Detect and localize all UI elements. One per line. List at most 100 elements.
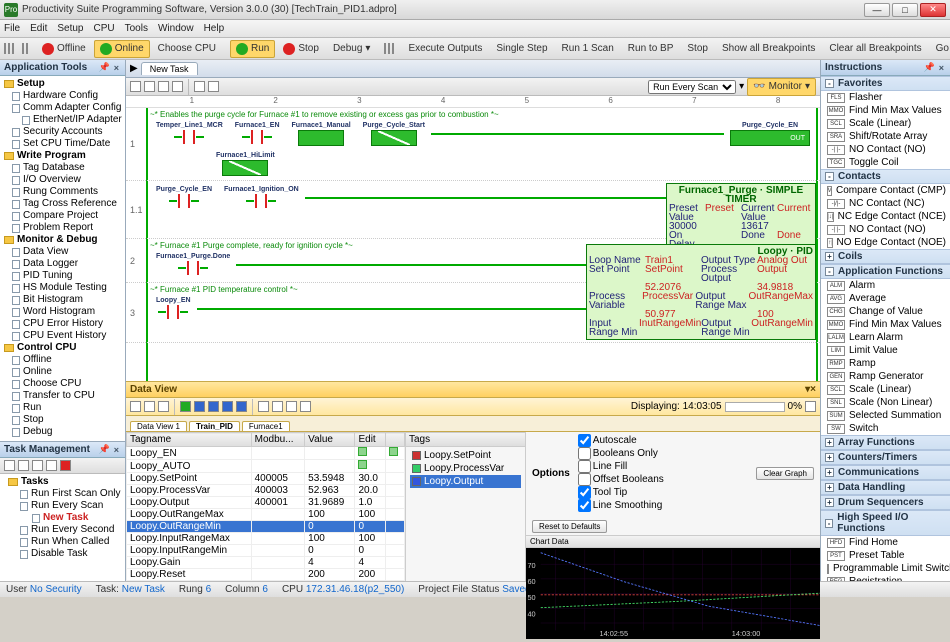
ed-b4-icon[interactable] <box>172 81 183 92</box>
chart-area[interactable]: 4050607014:02:5514:03:00 <box>526 548 820 639</box>
ed-b1-icon[interactable] <box>130 81 141 92</box>
task-stop-icon[interactable] <box>60 460 71 471</box>
offline-button[interactable]: Offline <box>36 40 92 58</box>
instr-group[interactable]: -Favorites <box>821 76 950 91</box>
save-icon[interactable] <box>12 43 14 54</box>
instr-item[interactable]: PLSProgrammable Limit Switch <box>821 562 950 575</box>
dv-tab[interactable]: Train_PID <box>189 421 240 431</box>
debug-button[interactable]: Debug▾ <box>327 40 377 58</box>
new-icon[interactable] <box>4 43 6 54</box>
task-edit-icon[interactable] <box>18 460 29 471</box>
instr-item[interactable]: LALMLearn Alarm <box>821 331 950 344</box>
reset-defaults-button[interactable]: Reset to Defaults <box>532 520 607 533</box>
instr-item[interactable]: -|↓|-NC Edge Contact (NCE) <box>821 210 950 223</box>
dv-zoom-icon[interactable] <box>805 401 816 412</box>
run-to-bp-button[interactable]: Run to BP <box>622 40 680 58</box>
dv-b9-icon[interactable] <box>272 401 283 412</box>
menu-file[interactable]: File <box>4 23 20 34</box>
opt-booleans-only[interactable]: Booleans Only <box>578 447 664 460</box>
dv-tab[interactable]: Data View 1 <box>130 421 187 431</box>
tags-list[interactable]: Loopy.SetPointLoopy.ProcessVarLoopy.Outp… <box>406 447 525 490</box>
dv-rec4-icon[interactable] <box>236 401 247 412</box>
opt-autoscale[interactable]: Autoscale <box>578 434 664 447</box>
clear-bp-button[interactable]: Clear all Breakpoints <box>823 40 927 58</box>
minimize-button[interactable]: — <box>864 3 890 17</box>
dv-b1-icon[interactable] <box>130 401 141 412</box>
dv-tab[interactable]: Furnace1 <box>242 421 290 431</box>
close-button[interactable]: ✕ <box>920 3 946 17</box>
menu-cpu[interactable]: CPU <box>94 23 115 34</box>
task-new-icon[interactable] <box>4 460 15 471</box>
instr-item[interactable]: PSTPreset Table <box>821 549 950 562</box>
instr-group[interactable]: +Array Functions <box>821 435 950 450</box>
instr-group[interactable]: +Coils <box>821 249 950 264</box>
run-button[interactable]: Run <box>230 40 275 58</box>
menu-edit[interactable]: Edit <box>30 23 47 34</box>
instr-item[interactable]: ALMAlarm <box>821 279 950 292</box>
instr-group[interactable]: +Communications <box>821 465 950 480</box>
tb-misc2-icon[interactable] <box>388 43 390 54</box>
instr-group[interactable]: +Data Handling <box>821 480 950 495</box>
instr-item[interactable]: -|/|-NC Contact (NC) <box>821 197 950 210</box>
instr-group[interactable]: -Application Functions <box>821 264 950 279</box>
dv-b3-icon[interactable] <box>158 401 169 412</box>
instr-group[interactable]: -High Speed I/O Functions <box>821 510 950 536</box>
instr-item[interactable]: RMPRamp <box>821 357 950 370</box>
stop-button[interactable]: Stop <box>277 40 325 58</box>
taskmgmt-pin-icon[interactable]: 📌 <box>97 444 112 455</box>
clear-graph-button[interactable]: Clear Graph <box>756 467 814 480</box>
instr-item[interactable]: SNLScale (Non Linear) <box>821 396 950 409</box>
exec-outputs-button[interactable]: Execute Outputs <box>402 40 488 58</box>
instructions-panel[interactable]: -FavoritesFLSFlasherMMOFind Min Max Valu… <box>821 76 950 581</box>
edit2-icon[interactable] <box>26 43 28 54</box>
instr-item[interactable]: SRAShift/Rotate Array <box>821 130 950 143</box>
monitor-button[interactable]: 👓Monitor▾ <box>747 78 816 96</box>
instr-item[interactable]: HFDFind Home <box>821 536 950 549</box>
instr-item[interactable]: CMPCompare Contact (CMP) <box>821 184 950 197</box>
dv-b10-icon[interactable] <box>286 401 297 412</box>
goto-rung-button[interactable]: Go to Current Rung <box>930 40 950 58</box>
ed-b5-icon[interactable] <box>194 81 205 92</box>
taskmgmt-close-icon[interactable]: × <box>112 445 121 455</box>
instr-item[interactable]: AVGAverage <box>821 292 950 305</box>
stop2-button[interactable]: Stop <box>681 40 714 58</box>
ed-b2-icon[interactable] <box>144 81 155 92</box>
menu-setup[interactable]: Setup <box>57 23 83 34</box>
task-prop-icon[interactable] <box>32 460 43 471</box>
instr-item[interactable]: SWSwitch <box>821 422 950 435</box>
instr-item[interactable]: CHGChange of Value <box>821 305 950 318</box>
instr-group[interactable]: -Contacts <box>821 169 950 184</box>
instr-item[interactable]: MMOFind Min Max Values <box>821 104 950 117</box>
instr-item[interactable]: SUMSelected Summation <box>821 409 950 422</box>
apptools-close-icon[interactable]: × <box>112 63 121 73</box>
instr-item[interactable]: MMOFind Min Max Values <box>821 318 950 331</box>
task-del-icon[interactable] <box>46 460 57 471</box>
opt-line-fill[interactable]: Line Fill <box>578 460 664 473</box>
single-step-button[interactable]: Single Step <box>490 40 553 58</box>
menu-help[interactable]: Help <box>204 23 225 34</box>
maximize-button[interactable]: □ <box>892 3 918 17</box>
instr-item[interactable]: FLSFlasher <box>821 91 950 104</box>
menu-tools[interactable]: Tools <box>125 23 148 34</box>
instr-item[interactable]: -| |-NO Contact (NO) <box>821 143 950 156</box>
opt-line-smoothing[interactable]: Line Smoothing <box>578 499 664 512</box>
ed-b3-icon[interactable] <box>158 81 169 92</box>
instr-item[interactable]: GENRamp Generator <box>821 370 950 383</box>
instr-item[interactable]: SCLScale (Linear) <box>821 383 950 396</box>
editor-tab[interactable]: New Task <box>141 62 198 75</box>
instr-group[interactable]: +Counters/Timers <box>821 450 950 465</box>
run-1scan-button[interactable]: Run 1 Scan <box>556 40 620 58</box>
instr-group[interactable]: +Drum Sequencers <box>821 495 950 510</box>
tb-misc3-icon[interactable] <box>392 43 394 54</box>
opt-offset-booleans[interactable]: Offset Booleans <box>578 473 664 486</box>
online-button[interactable]: Online <box>94 40 150 58</box>
apptools-tree[interactable]: SetupHardware ConfigComm Adapter ConfigE… <box>0 76 125 441</box>
instr-item[interactable]: SCLScale (Linear) <box>821 117 950 130</box>
run-option-select[interactable]: Run Every Scan <box>648 80 736 94</box>
task-tree[interactable]: TasksRun First Scan OnlyRun Every ScanNe… <box>0 474 125 581</box>
ed-b6-icon[interactable] <box>208 81 219 92</box>
dv-b2-icon[interactable] <box>144 401 155 412</box>
instr-item[interactable]: LIMLimit Value <box>821 344 950 357</box>
dataview-table[interactable]: TagnameModbu...ValueEditLoopy_ENLoopy_AU… <box>126 432 406 581</box>
apptools-pin-icon[interactable]: 📌 <box>97 62 112 73</box>
